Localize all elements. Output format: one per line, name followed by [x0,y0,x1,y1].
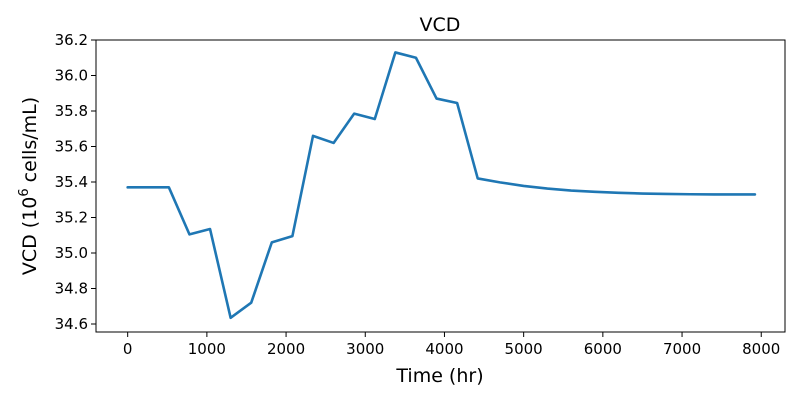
y-tick-label: 35.2 [55,209,88,227]
y-tick-label: 34.6 [55,315,88,333]
x-tick-label: 3000 [346,340,384,358]
y-axis-label-suffix: cells/mL) [19,97,41,189]
x-tick-label: 8000 [742,340,780,358]
y-tick-label: 36.0 [55,67,88,85]
y-tick-label: 36.2 [55,31,88,49]
x-tick-label: 4000 [425,340,463,358]
y-tick-label: 34.8 [55,280,88,298]
y-tick-label: 35.4 [55,173,88,191]
x-tick-label: 5000 [505,340,543,358]
y-tick-label: 35.8 [55,102,88,120]
y-axis-label: VCD (106 cells/mL) [17,97,41,275]
x-tick-label: 7000 [663,340,701,358]
x-tick-label: 2000 [267,340,305,358]
y-axis: 34.6 34.8 35.0 35.2 35.4 35.6 35.8 36.0 36.2 [55,31,96,333]
plot-area [95,39,786,333]
y-tick-label: 35.6 [55,138,88,156]
x-axis: 0 1000 2000 3000 4000 5000 6000 7000 8000 [123,332,780,358]
y-axis-label-exponent: 6 [17,188,32,196]
chart-title: VCD [420,14,461,36]
x-tick-label: 0 [123,340,133,358]
y-tick-label: 35.0 [55,244,88,262]
x-axis-label: Time (hr) [395,365,483,387]
y-axis-label-prefix: VCD (10 [19,197,41,276]
x-tick-label: 1000 [188,340,226,358]
plot-frame [95,39,786,333]
series-line-1 [126,51,757,320]
x-tick-label: 6000 [584,340,622,358]
